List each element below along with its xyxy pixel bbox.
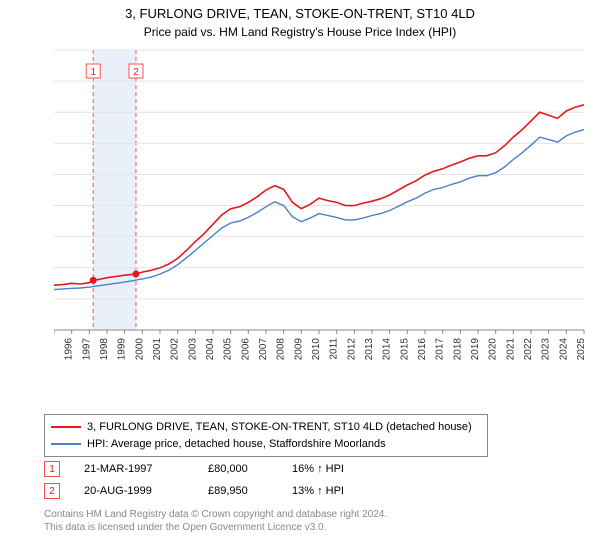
- sales-table: 1 21-MAR-1997 £80,000 16% ↑ HPI 2 20-AUG…: [44, 458, 372, 502]
- svg-text:2023: 2023: [541, 338, 552, 361]
- svg-text:2012: 2012: [346, 338, 357, 361]
- sale-row: 2 20-AUG-1999 £89,950 13% ↑ HPI: [44, 480, 372, 502]
- svg-text:1995: 1995: [54, 338, 57, 361]
- sale-marker-icon: 1: [44, 461, 60, 477]
- svg-text:2004: 2004: [205, 338, 216, 361]
- svg-text:1: 1: [90, 67, 96, 78]
- svg-text:2009: 2009: [293, 338, 304, 361]
- svg-text:2024: 2024: [558, 338, 569, 361]
- legend-row-hpi: HPI: Average price, detached house, Staf…: [51, 436, 481, 453]
- sale-date: 21-MAR-1997: [84, 463, 184, 475]
- sale-price: £80,000: [208, 463, 268, 475]
- svg-text:2017: 2017: [435, 338, 446, 361]
- svg-text:1996: 1996: [64, 338, 75, 361]
- sale-price: £89,950: [208, 485, 268, 497]
- attribution: Contains HM Land Registry data © Crown c…: [44, 508, 387, 534]
- svg-text:2013: 2013: [364, 338, 375, 361]
- svg-text:2014: 2014: [382, 338, 393, 361]
- svg-text:2020: 2020: [488, 338, 499, 361]
- svg-text:2016: 2016: [417, 338, 428, 361]
- svg-text:2003: 2003: [187, 338, 198, 361]
- price-chart: £0£50K£100K£150K£200K£250K£300K£350K£400…: [54, 46, 590, 374]
- svg-text:2: 2: [133, 67, 139, 78]
- svg-text:2010: 2010: [311, 338, 322, 361]
- chart-title: 3, FURLONG DRIVE, TEAN, STOKE-ON-TRENT, …: [0, 0, 600, 23]
- svg-text:2005: 2005: [223, 338, 234, 361]
- legend-row-property: 3, FURLONG DRIVE, TEAN, STOKE-ON-TRENT, …: [51, 419, 481, 436]
- sale-hpi: 16% ↑ HPI: [292, 463, 372, 475]
- sale-hpi: 13% ↑ HPI: [292, 485, 372, 497]
- sale-date: 20-AUG-1999: [84, 485, 184, 497]
- svg-text:2018: 2018: [452, 338, 463, 361]
- svg-text:1997: 1997: [81, 338, 92, 361]
- svg-text:2015: 2015: [399, 338, 410, 361]
- legend-swatch-hpi: [51, 443, 81, 445]
- legend-swatch-property: [51, 426, 81, 428]
- svg-text:2008: 2008: [276, 338, 287, 361]
- legend: 3, FURLONG DRIVE, TEAN, STOKE-ON-TRENT, …: [44, 414, 488, 457]
- svg-text:2021: 2021: [505, 338, 516, 361]
- svg-text:1998: 1998: [99, 338, 110, 361]
- svg-text:2011: 2011: [329, 338, 340, 360]
- svg-text:2001: 2001: [152, 338, 163, 361]
- svg-text:2007: 2007: [258, 338, 269, 361]
- svg-text:1999: 1999: [117, 338, 128, 361]
- sale-marker-icon: 2: [44, 483, 60, 499]
- chart-subtitle: Price paid vs. HM Land Registry's House …: [0, 23, 600, 39]
- legend-label-hpi: HPI: Average price, detached house, Staf…: [87, 436, 386, 453]
- svg-text:2006: 2006: [240, 338, 251, 361]
- svg-text:2025: 2025: [576, 338, 587, 361]
- svg-text:2002: 2002: [170, 338, 181, 361]
- legend-label-property: 3, FURLONG DRIVE, TEAN, STOKE-ON-TRENT, …: [87, 419, 472, 436]
- svg-text:2019: 2019: [470, 338, 481, 361]
- svg-text:2000: 2000: [134, 338, 145, 361]
- sale-row: 1 21-MAR-1997 £80,000 16% ↑ HPI: [44, 458, 372, 480]
- svg-text:2022: 2022: [523, 338, 534, 361]
